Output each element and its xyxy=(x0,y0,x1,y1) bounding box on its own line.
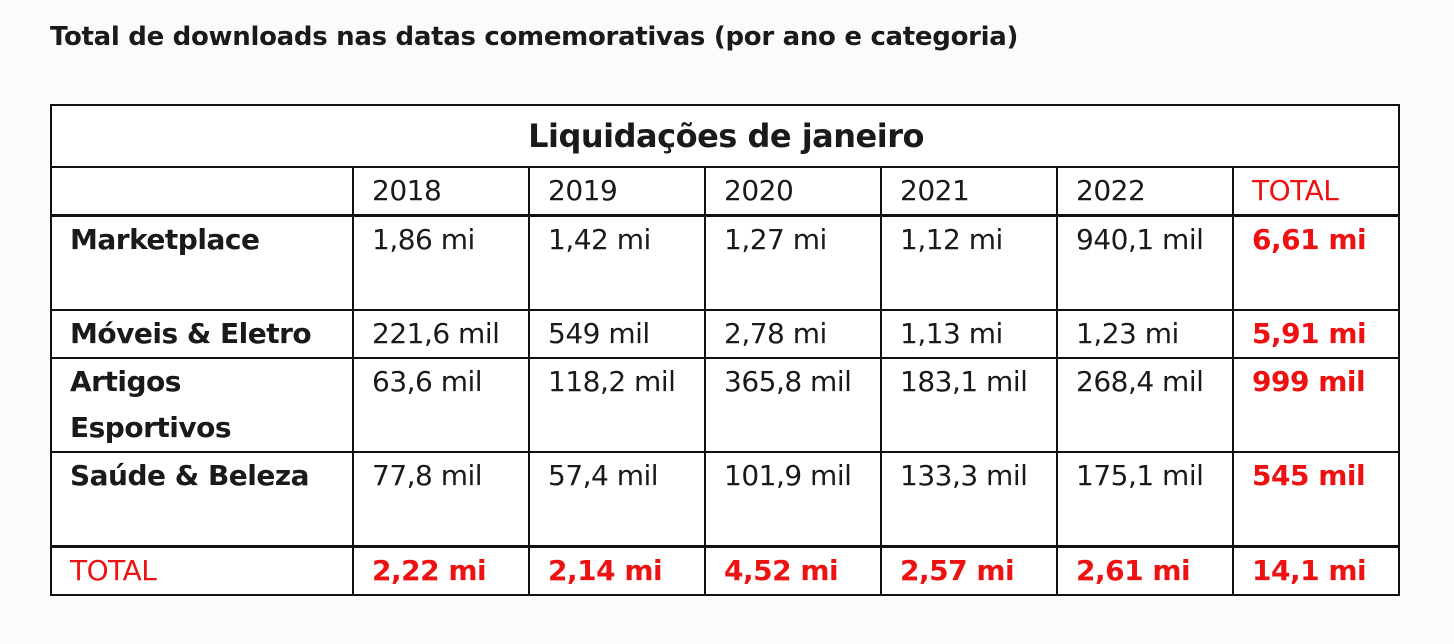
grand-total-cell: 14,1 mi xyxy=(1231,545,1401,596)
table-cell: 268,4 mil xyxy=(1056,357,1234,453)
column-header-2022: 2022 xyxy=(1056,166,1234,217)
column-header-2020: 2020 xyxy=(704,166,882,217)
column-header-2018: 2018 xyxy=(352,166,530,217)
table-cell: 1,13 mi xyxy=(880,309,1058,359)
row-label-total: TOTAL xyxy=(50,545,354,596)
table-caption: Liquidações de janeiro xyxy=(49,104,1401,168)
table-cell: 63,6 mil xyxy=(352,357,530,453)
column-total-cell: 2,14 mi xyxy=(528,545,706,596)
row-total-cell: 5,91 mi xyxy=(1231,309,1401,359)
table-cell: 57,4 mil xyxy=(528,451,706,548)
column-total-cell: 4,52 mi xyxy=(704,545,882,596)
table-row: Marketplace 1,86 mi 1,42 mi 1,27 mi 1,12… xyxy=(50,214,1401,311)
table-cell: 1,12 mi xyxy=(880,214,1058,311)
column-header-2019: 2019 xyxy=(528,166,706,217)
table-cell: 365,8 mil xyxy=(704,357,882,453)
document-title: Total de downloads nas datas comemorativ… xyxy=(50,22,1019,52)
table-cell: 1,23 mi xyxy=(1056,309,1234,359)
downloads-table: Liquidações de janeiro 2018 2019 2020 20… xyxy=(49,104,1401,596)
table-cell: 118,2 mil xyxy=(528,357,706,453)
table-cell: 1,27 mi xyxy=(704,214,882,311)
table-cell: 549 mil xyxy=(528,309,706,359)
table-cell: 77,8 mil xyxy=(352,451,530,548)
column-total-cell: 2,22 mi xyxy=(352,545,530,596)
column-total-cell: 2,61 mi xyxy=(1056,545,1234,596)
column-header-2021: 2021 xyxy=(880,166,1058,217)
table-cell: 175,1 mil xyxy=(1056,451,1234,548)
row-total-cell: 6,61 mi xyxy=(1231,214,1401,311)
column-header-total: TOTAL xyxy=(1231,166,1401,217)
table-cell: 183,1 mil xyxy=(880,357,1058,453)
table-cell: 221,6 mil xyxy=(352,309,530,359)
row-label-artigos-esportivos: Artigos Esportivos xyxy=(50,357,354,453)
table-cell: 133,3 mil xyxy=(880,451,1058,548)
row-label-moveis-eletro: Móveis & Eletro xyxy=(50,309,354,359)
table-cell: 940,1 mil xyxy=(1056,214,1234,311)
table-cell: 1,42 mi xyxy=(528,214,706,311)
table-header-row: 2018 2019 2020 2021 2022 TOTAL xyxy=(50,166,1401,217)
table-cell: 2,78 mi xyxy=(704,309,882,359)
table-cell: 101,9 mil xyxy=(704,451,882,548)
row-label-marketplace: Marketplace xyxy=(50,214,354,311)
table-total-row: TOTAL 2,22 mi 2,14 mi 4,52 mi 2,57 mi 2,… xyxy=(50,545,1401,596)
column-header-empty xyxy=(50,166,354,217)
row-total-cell: 545 mil xyxy=(1231,451,1401,548)
table-row: Artigos Esportivos 63,6 mil 118,2 mil 36… xyxy=(50,357,1401,453)
column-total-cell: 2,57 mi xyxy=(880,545,1058,596)
row-label-saude-beleza: Saúde & Beleza xyxy=(50,451,354,548)
table-row: Saúde & Beleza 77,8 mil 57,4 mil 101,9 m… xyxy=(50,451,1401,548)
row-total-cell: 999 mil xyxy=(1231,357,1401,453)
table-cell: 1,86 mi xyxy=(352,214,530,311)
table-row: Móveis & Eletro 221,6 mil 549 mil 2,78 m… xyxy=(50,309,1401,359)
